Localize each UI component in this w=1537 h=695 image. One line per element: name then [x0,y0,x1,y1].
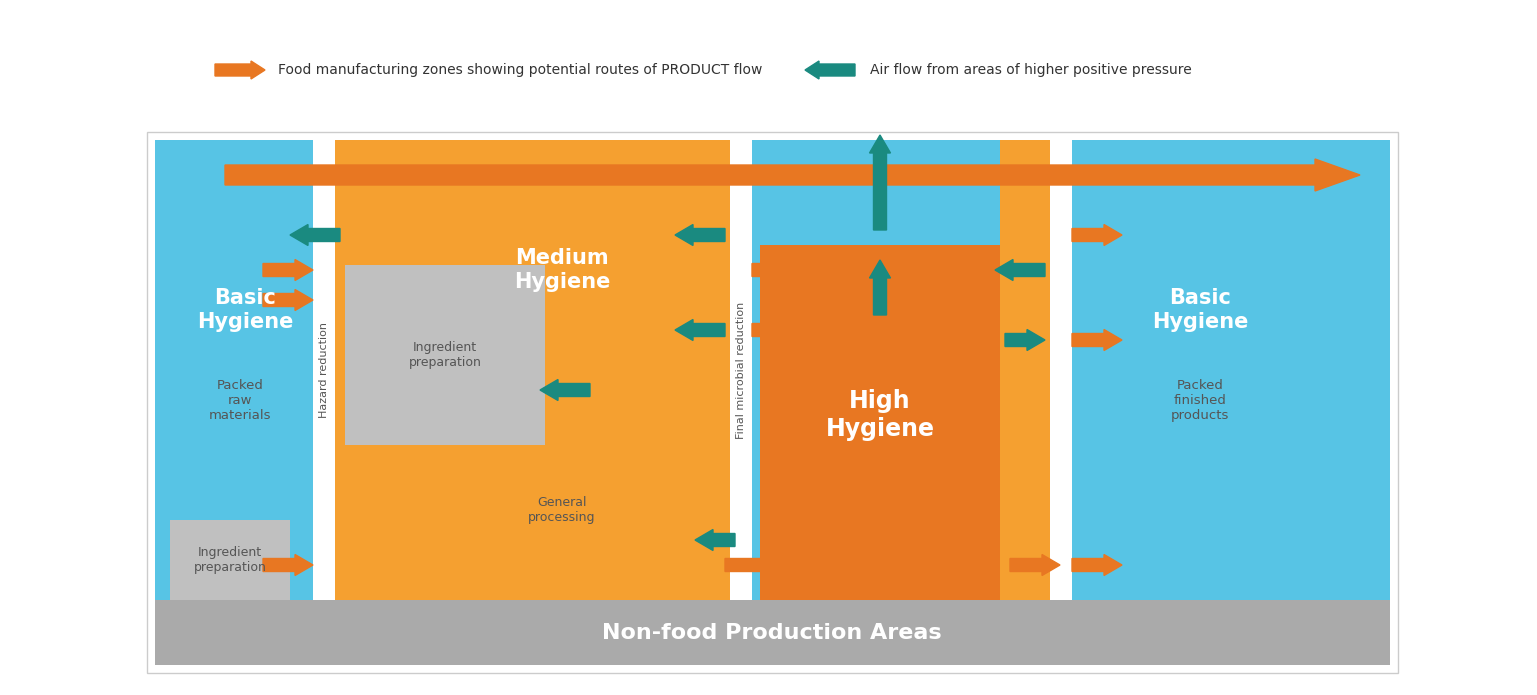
Bar [1050,140,1071,600]
FancyArrow shape [263,555,314,575]
Text: Final microbial reduction: Final microbial reduction [736,302,745,439]
Text: Medium
Hygiene: Medium Hygiene [513,248,610,292]
Text: Food manufacturing zones showing potential routes of PRODUCT flow: Food manufacturing zones showing potenti… [278,63,762,77]
Text: General
processing: General processing [529,496,596,524]
Bar [759,245,1001,600]
Text: Non-food Production Areas: Non-food Production Areas [603,623,942,643]
FancyArrow shape [1071,329,1122,350]
FancyArrow shape [1010,555,1061,575]
FancyArrow shape [870,260,890,315]
FancyArrow shape [675,224,725,245]
FancyArrow shape [290,224,340,245]
FancyArrow shape [215,61,264,79]
Bar [335,140,730,600]
FancyArrow shape [752,259,802,281]
FancyArrow shape [695,530,735,550]
FancyArrow shape [539,379,590,400]
FancyArrow shape [994,259,1045,281]
FancyArrow shape [263,259,314,281]
FancyArrow shape [263,290,314,311]
Bar [1001,140,1050,600]
Text: High
Hygiene: High Hygiene [825,389,934,441]
FancyArrow shape [675,320,725,341]
FancyArrow shape [1005,329,1045,350]
Text: Ingredient
preparation: Ingredient preparation [409,341,481,369]
Text: Packed
raw
materials: Packed raw materials [209,379,271,421]
Text: Basic
Hygiene: Basic Hygiene [197,288,294,332]
Bar [171,520,290,600]
FancyArrow shape [870,135,890,230]
Bar [155,600,1389,665]
FancyArrow shape [805,61,855,79]
FancyArrow shape [224,159,1360,191]
Bar [155,140,1389,665]
Text: Air flow from areas of higher positive pressure: Air flow from areas of higher positive p… [870,63,1191,77]
Bar [344,265,546,445]
Text: Basic
Hygiene: Basic Hygiene [1151,288,1248,332]
Text: Packed
finished
products: Packed finished products [1171,379,1230,421]
FancyArrow shape [1071,555,1122,575]
Bar [148,132,1399,673]
FancyArrow shape [1071,224,1122,245]
FancyArrow shape [725,555,795,575]
FancyArrow shape [752,320,802,341]
Bar [314,140,335,600]
Bar [730,140,752,600]
Text: Ingredient
preparation: Ingredient preparation [194,546,266,574]
Text: Hazard reduction: Hazard reduction [320,322,329,418]
